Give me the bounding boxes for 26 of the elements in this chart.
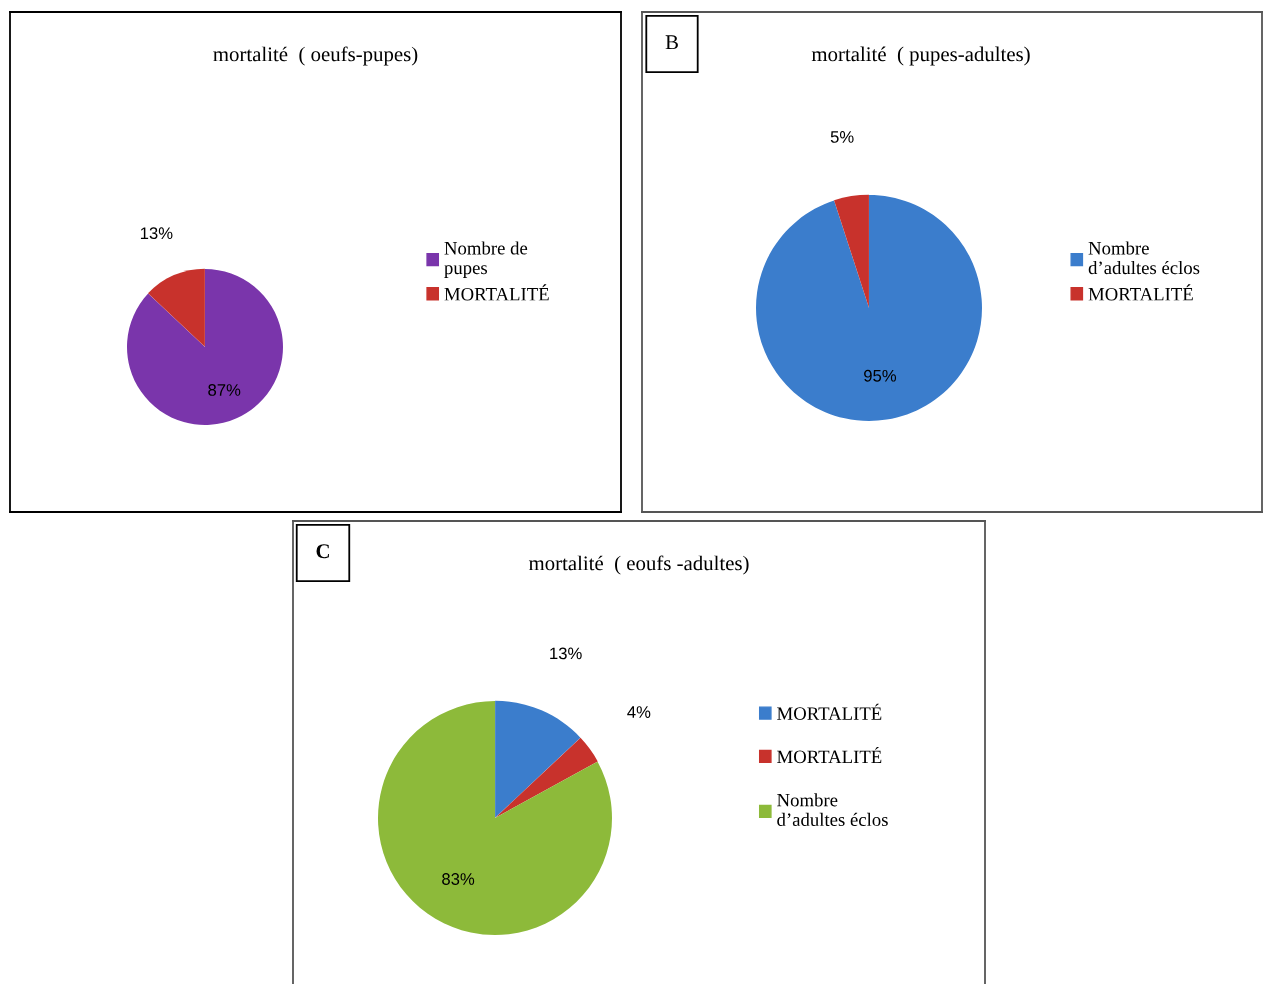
text: B	[665, 35, 678, 50]
data-label: 87%	[208, 384, 241, 396]
pie-slice	[127, 269, 283, 425]
legend-label: MORTALITÉ	[1088, 284, 1193, 301]
chart-title: mortalité ( eoufs -adultes)	[528, 555, 749, 575]
pie-slice	[148, 268, 205, 347]
text: C	[316, 544, 329, 559]
pie-slice	[756, 195, 982, 421]
pie-slice	[378, 701, 612, 935]
data-label: 5%	[830, 131, 854, 143]
legend-label: MORTALITÉ	[777, 703, 882, 720]
data-label: 95%	[864, 369, 897, 382]
data-label: 13%	[140, 227, 173, 240]
pie-slice	[495, 700, 581, 818]
data-label: 4%	[627, 706, 651, 718]
pie-slice	[495, 737, 598, 818]
legend-label: MORTALITÉ	[444, 284, 549, 301]
pie-slice	[834, 194, 869, 308]
chart-title: mortalité ( pupes-adultes)	[811, 46, 1030, 66]
legend-label: Nombre d’adultes éclos	[1088, 241, 1200, 275]
legend-label: Nombre d’adultes éclos	[777, 793, 888, 827]
data-label: 13%	[550, 647, 582, 660]
legend-label: MORTALITÉ	[777, 746, 882, 764]
chart-title: mortalité ( oeufs-pupes)	[213, 46, 418, 66]
data-label: 83%	[442, 873, 475, 885]
legend-label: Nombre de pupes	[444, 241, 528, 278]
